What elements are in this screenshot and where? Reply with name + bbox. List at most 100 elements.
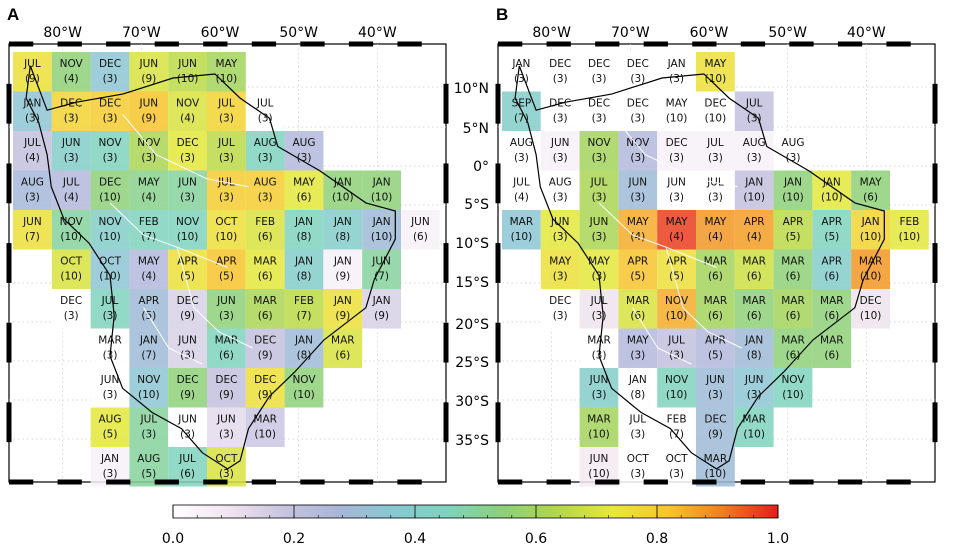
grid-cell: JUL(3): [207, 170, 246, 210]
grid-cell-fill: [618, 91, 658, 131]
grid-cell-fill: [851, 249, 890, 289]
country-border: [143, 307, 203, 365]
cell-month-label: DEC: [177, 374, 199, 386]
frame-tick: [397, 41, 422, 47]
grid-cell: AUG (5): [90, 407, 130, 447]
grid-cell: JUL(3): [657, 328, 696, 368]
grid-cell: MAR (10): [502, 210, 541, 250]
cell-count-label: (10): [588, 429, 610, 441]
cell-month-label: MAR: [704, 453, 728, 465]
cell-month-label: FEB: [294, 295, 314, 307]
grid-cell-fill: [51, 91, 91, 131]
grid-cell: DEC (3): [540, 52, 580, 92]
grid-cell: FEB (6): [245, 210, 285, 250]
frame-tick: [443, 163, 449, 204]
grid-cell-fill: [129, 368, 169, 408]
grid-cell: NOV (10): [284, 368, 324, 408]
cell-count-label: (3): [258, 152, 273, 164]
grid-cell-fill: [323, 249, 363, 289]
grid-cell-fill: [401, 210, 440, 250]
cell-month-label: FEB: [255, 216, 275, 228]
grid-cell-fill: [812, 289, 852, 329]
grid-cell-fill: [245, 210, 285, 250]
cell-count-label: (4): [747, 231, 762, 243]
cell-count-label: (3): [747, 113, 762, 125]
grid-cell: NOV (3): [579, 131, 619, 171]
grid-cell: DEC (10): [851, 289, 890, 329]
cell-month-label: JAN: [294, 216, 313, 228]
grid-cell-fill: [657, 289, 696, 329]
grid-cell-fill: [168, 210, 207, 250]
frame-tick: [932, 83, 938, 124]
cell-count-label: (10): [293, 389, 315, 401]
cell-count-label: (3): [103, 152, 118, 164]
cell-count-label: (4): [141, 271, 156, 283]
grid-cell: MAR (6): [773, 289, 813, 329]
cell-month-label: FEB: [899, 216, 919, 228]
cell-count-label: (10): [782, 192, 804, 204]
cell-count-label: (6): [708, 310, 723, 322]
frame-tick: [443, 83, 449, 124]
grid-cell: JUN (9): [129, 52, 169, 92]
grid-cell-fill: [129, 407, 169, 447]
frame-tick: [6, 83, 12, 124]
frame-tick: [203, 41, 228, 47]
cell-count-label: (3): [747, 152, 762, 164]
cell-month-label: DEC: [588, 98, 610, 110]
cell-month-label: JAN: [372, 295, 391, 307]
cell-month-label: DEC: [860, 295, 882, 307]
cell-month-label: DEC: [99, 58, 121, 70]
cell-month-label: MAR: [587, 414, 611, 426]
cell-count-label: (6): [708, 271, 723, 283]
grid-cell: DEC (9): [245, 328, 285, 368]
grid-cell: JUL(3): [618, 407, 658, 447]
cell-count-label: (3): [297, 152, 312, 164]
frame-tick: [300, 479, 325, 485]
grid-cell-fill: [540, 210, 580, 250]
grid-cell-fill: [168, 407, 207, 447]
cell-count-label: (3): [103, 310, 118, 322]
cell-count-label: (6): [747, 271, 762, 283]
grid-cell-fill: [502, 170, 541, 210]
frame-tick: [443, 243, 449, 283]
cell-month-label: JAN: [333, 216, 352, 228]
cell-month-label: JUL: [178, 453, 196, 465]
cell-count-label: (3): [103, 389, 118, 401]
cell-month-label: MAR: [98, 335, 122, 347]
grid-cell: DEC (9): [207, 368, 246, 408]
cell-count-label: (3): [553, 231, 568, 243]
cell-month-label: JAN: [511, 58, 530, 70]
cell-month-label: DEC: [60, 295, 82, 307]
grid-cell-fill: [13, 131, 52, 171]
cell-month-label: DEC: [254, 335, 276, 347]
grid-cell: MAR (10): [851, 249, 890, 289]
grid-cell: NOV (10): [129, 368, 169, 408]
cell-count-label: (10): [899, 231, 921, 243]
cell-month-label: JUL: [23, 58, 41, 70]
cell-count-label: (9): [219, 389, 234, 401]
cell-count-label: (5): [669, 271, 684, 283]
grid-cell: DEC (3): [90, 91, 130, 131]
cell-month-label: AUG: [510, 137, 533, 149]
cell-count-label: (7): [297, 310, 312, 322]
grid-cell: NOV (10): [90, 210, 130, 250]
cell-month-label: MAR: [781, 256, 805, 268]
latitude-label: 5°S: [464, 197, 489, 213]
cell-count-label: (3): [630, 152, 645, 164]
cell-count-label: (3): [592, 389, 607, 401]
grid-cell-fill: [502, 210, 541, 250]
grid-cell: OCT (10): [51, 249, 91, 289]
frame-tick: [495, 163, 501, 204]
frame-tick: [495, 322, 501, 363]
grid-cell-fill: [90, 131, 130, 171]
cell-month-label: DEC: [99, 98, 121, 110]
cell-month-label: JAN: [333, 295, 352, 307]
frame-tick: [443, 402, 449, 443]
cell-count-label: (10): [177, 231, 199, 243]
cell-month-label: MAR: [781, 295, 805, 307]
cell-count-label: (6): [824, 350, 839, 362]
grid-cell-fill: [618, 249, 658, 289]
cell-month-label: SEP: [512, 98, 532, 110]
grid-cell: AUG (3): [502, 131, 541, 171]
cell-month-label: MAR: [859, 256, 883, 268]
